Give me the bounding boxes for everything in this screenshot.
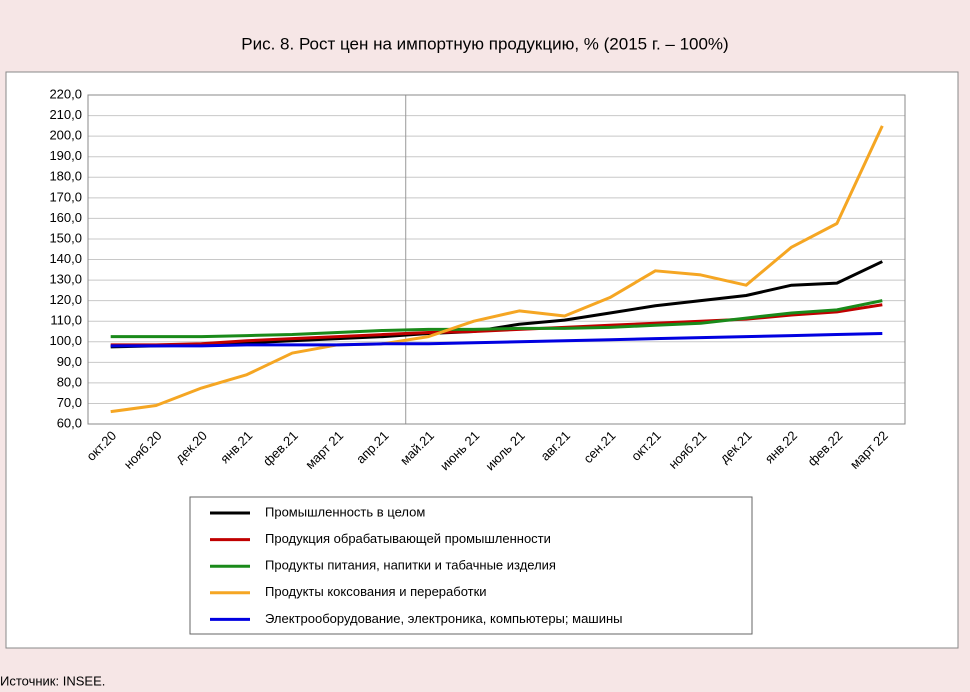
y-tick-label: 150,0	[49, 230, 82, 245]
y-tick-label: 170,0	[49, 189, 82, 204]
series-line	[110, 332, 883, 348]
legend-label: Продукты питания, напитки и табачные изд…	[265, 558, 556, 573]
y-tick-label: 90,0	[57, 354, 82, 369]
y-tick-label: 210,0	[49, 107, 82, 122]
y-tick-label: 190,0	[49, 148, 82, 163]
y-tick-label: 60,0	[57, 415, 82, 430]
y-tick-label: 70,0	[57, 395, 82, 410]
chart-title: Рис. 8. Рост цен на импортную продукцию,…	[241, 34, 728, 53]
y-tick-label: 160,0	[49, 210, 82, 225]
y-tick-label: 100,0	[49, 333, 82, 348]
y-tick-label: 130,0	[49, 272, 82, 287]
series-line	[110, 125, 884, 414]
legend-label: Промышленность в целом	[265, 504, 425, 519]
y-tick-label: 140,0	[49, 251, 82, 266]
y-tick-label: 80,0	[57, 374, 82, 389]
legend-label: Продукты коксования и переработки	[265, 584, 487, 599]
legend-label: Электрооборудование, электроника, компью…	[265, 611, 623, 626]
legend-label: Продукция обрабатывающей промышленности	[265, 531, 551, 546]
legend-box	[189, 496, 753, 635]
y-tick-label: 200,0	[49, 128, 82, 143]
series-line	[110, 299, 883, 339]
y-tick-label: 220,0	[49, 86, 82, 101]
y-tick-label: 180,0	[49, 169, 82, 184]
source: Источник: INSEE.	[0, 673, 105, 688]
plot-frame	[87, 94, 906, 425]
y-tick-label: 120,0	[49, 292, 82, 307]
y-tick-label: 110,0	[50, 313, 82, 328]
